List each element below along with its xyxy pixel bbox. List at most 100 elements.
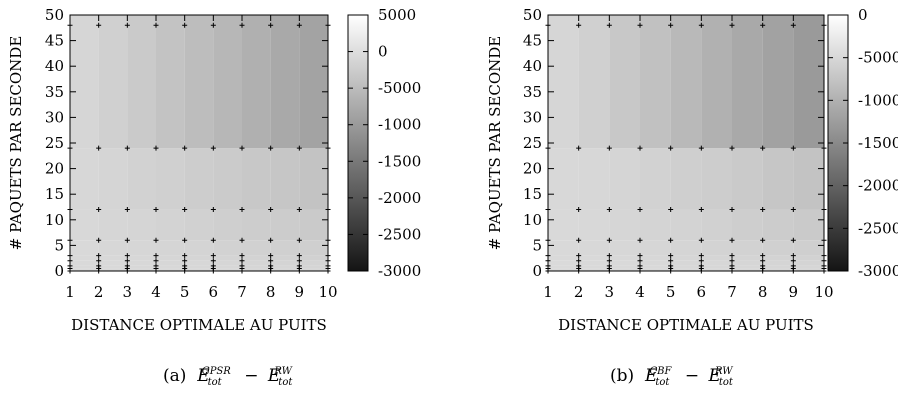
heatmap-cell xyxy=(213,268,242,271)
heatmap-cell xyxy=(701,15,732,149)
x-tick-label: 2 xyxy=(94,283,104,301)
heatmap-cell xyxy=(127,15,156,149)
data-point xyxy=(790,237,796,243)
heatmap-cell xyxy=(578,209,610,241)
data-point xyxy=(182,207,188,213)
heatmap-cell xyxy=(299,240,328,256)
data-point xyxy=(668,207,674,213)
x-tick-label: 5 xyxy=(666,283,676,301)
heatmap-cell xyxy=(793,268,824,271)
data-point xyxy=(760,22,766,28)
data-point xyxy=(153,145,159,151)
heatmap-cell xyxy=(548,268,579,271)
data-point xyxy=(698,253,704,259)
x-tick-label: 2 xyxy=(574,283,584,301)
heatmap-cell xyxy=(548,265,579,269)
data-point xyxy=(239,258,245,264)
data-point xyxy=(576,258,582,264)
x-tick-label: 7 xyxy=(727,283,737,301)
heatmap-cell xyxy=(242,265,271,269)
data-point xyxy=(182,253,188,259)
heatmap-cell xyxy=(670,240,702,256)
data-point xyxy=(760,145,766,151)
heatmap-cell xyxy=(701,148,732,210)
data-point xyxy=(182,145,188,151)
x-tick-label: 3 xyxy=(123,283,133,301)
heatmap-cell xyxy=(578,148,610,210)
data-point xyxy=(153,237,159,243)
data-point xyxy=(96,22,102,28)
x-tick-label: 8 xyxy=(758,283,768,301)
heatmap-cell xyxy=(98,268,128,271)
heatmap-cell xyxy=(127,148,156,210)
heatmap-cell xyxy=(578,265,610,269)
caption-b-E1: E xyxy=(644,366,658,386)
heatmap-cell xyxy=(548,260,579,266)
data-point xyxy=(698,258,704,264)
data-point xyxy=(124,253,130,259)
data-point xyxy=(296,258,302,264)
colorbar-tick-label: 5000 xyxy=(378,6,416,24)
data-point xyxy=(124,207,130,213)
heatmap-cell xyxy=(793,148,824,210)
heatmap-cell xyxy=(640,209,671,241)
heatmap-cell xyxy=(70,265,99,269)
data-point xyxy=(153,253,159,259)
data-point xyxy=(668,253,674,259)
heatmap-cell xyxy=(609,148,640,210)
heatmap-cell xyxy=(609,260,640,266)
heatmap-cell xyxy=(184,268,214,271)
data-point xyxy=(576,145,582,151)
heatmap-cell xyxy=(548,148,579,210)
heatmap-cell xyxy=(670,209,702,241)
data-point xyxy=(637,237,643,243)
heatmap-cell xyxy=(732,15,763,149)
data-point xyxy=(606,145,612,151)
heatmap-cell xyxy=(98,209,128,241)
data-point xyxy=(729,207,735,213)
heatmap-cell xyxy=(127,240,156,256)
data-point xyxy=(760,253,766,259)
heatmap-cell xyxy=(70,209,99,241)
heatmap-cell xyxy=(156,260,185,266)
colorbar-tick-label: -5000 xyxy=(858,49,898,67)
x-tick-label: 9 xyxy=(789,283,799,301)
caption-a-sup2: RW xyxy=(274,366,292,378)
heatmap-cell xyxy=(640,255,671,261)
heatmap-cell xyxy=(156,148,185,210)
x-axis-label: DISTANCE OPTIMALE AU PUITS xyxy=(558,316,814,334)
heatmap-cell xyxy=(213,260,242,266)
data-point xyxy=(576,253,582,259)
heatmap-cell xyxy=(701,268,732,271)
heatmap-cell xyxy=(640,240,671,256)
y-axis-label: # PAQUETS PAR SECONDE xyxy=(486,36,504,251)
colorbar-tick-label: -2000 xyxy=(378,189,421,207)
heatmap-cell xyxy=(270,148,300,210)
caption-b: (b) EtotCBF − EtotRW xyxy=(610,366,733,389)
data-point xyxy=(637,22,643,28)
heatmap-cell xyxy=(762,148,794,210)
heatmap-cell xyxy=(578,260,610,266)
data-point xyxy=(668,237,674,243)
x-tick-label: 10 xyxy=(318,283,337,301)
heatmap-cell xyxy=(762,209,794,241)
heatmap-cell xyxy=(670,260,702,266)
x-axis-label: DISTANCE OPTIMALE AU PUITS xyxy=(71,316,327,334)
heatmap-cell xyxy=(242,268,271,271)
y-tick-label: 10 xyxy=(523,211,542,229)
colorbar-tick-label: -1000 xyxy=(858,91,898,109)
data-point xyxy=(296,145,302,151)
y-tick-label: 0 xyxy=(54,262,64,280)
data-point xyxy=(239,253,245,259)
y-tick-label: 10 xyxy=(45,211,64,229)
heatmap-cell xyxy=(184,209,214,241)
colorbar-tick-label: -3000 xyxy=(378,262,421,280)
heatmap-cell xyxy=(70,240,99,256)
data-point xyxy=(729,253,735,259)
x-tick-label: 6 xyxy=(697,283,707,301)
caption-b-E2: E xyxy=(708,366,721,386)
data-point xyxy=(606,253,612,259)
heatmap-cell xyxy=(732,240,763,256)
colorbar-tick-label: -2500 xyxy=(858,219,898,237)
y-tick-label: 5 xyxy=(532,236,542,254)
